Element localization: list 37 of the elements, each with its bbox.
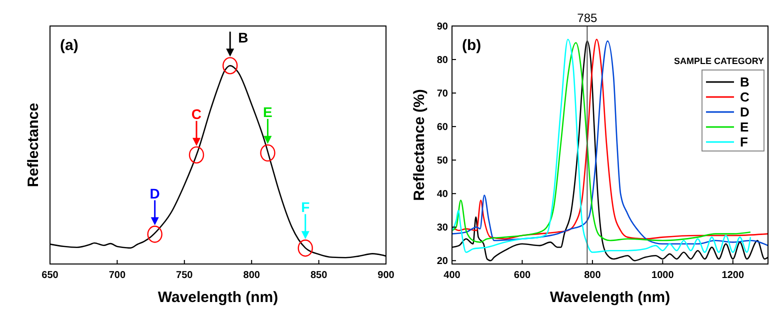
x-tick-label: 750 [176, 270, 194, 281]
x-tick-label: 850 [310, 270, 328, 281]
legend-label: C [740, 90, 750, 105]
y-tick-label: 40 [436, 189, 448, 200]
y-tick-label: 80 [436, 55, 448, 66]
x-tick-label: 900 [378, 270, 395, 281]
legend-label: E [740, 120, 749, 135]
annotation: D [150, 185, 160, 202]
annotation: E [263, 104, 272, 120]
annotation: C [191, 106, 202, 122]
x-tick-label: 400 [444, 270, 461, 281]
x-tick-label: 800 [243, 270, 260, 281]
y-axis-title: Reflectance (%) [411, 89, 428, 201]
y-tick-label: 70 [436, 88, 448, 100]
ref-line-label: 785 [577, 11, 598, 25]
x-tick-label: 1000 [652, 270, 674, 281]
y-axis-title: Reflectance [25, 102, 42, 188]
x-tick-label: 1200 [722, 270, 744, 281]
legend-label: D [740, 104, 750, 120]
y-tick-label: 20 [436, 256, 448, 268]
y-tick-label: 60 [436, 122, 448, 134]
y-tick-label: 30 [436, 222, 448, 234]
legend-label: F [740, 134, 748, 150]
text: (a) [60, 37, 78, 54]
x-tick-label: 650 [42, 270, 59, 281]
legend-title: SAMPLE CATEGORY [674, 56, 764, 66]
x-axis-title: Wavelength (nm) [158, 289, 278, 306]
annotation: F [301, 199, 310, 216]
x-tick-label: 800 [584, 270, 602, 281]
annotation: (b) [462, 37, 482, 54]
x-axis-title: Wavelength (nm) [550, 289, 670, 306]
legend-label: B [740, 74, 750, 90]
y-tick-label: 90 [436, 22, 448, 32]
y-tick-label: 50 [436, 156, 448, 167]
x-tick-label: 700 [108, 270, 126, 281]
annotation: B [238, 30, 248, 46]
x-tick-label: 600 [514, 270, 531, 281]
